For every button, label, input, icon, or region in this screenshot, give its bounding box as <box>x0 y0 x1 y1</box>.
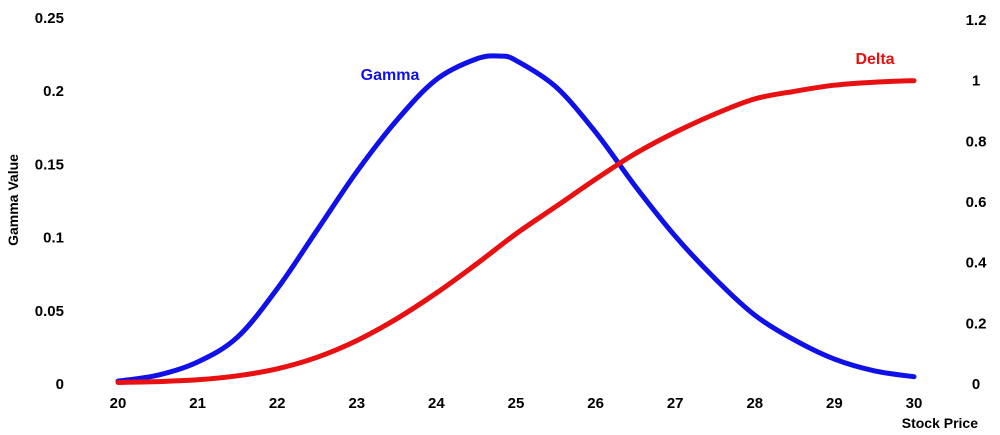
x-axis-title: Stock Price <box>902 415 978 431</box>
gamma-line <box>115 53 917 384</box>
left-y-axis-ticks: 0 0.05 0.1 0.15 0.2 0.25 <box>35 10 64 393</box>
left-y-tick-label: 0.05 <box>35 303 64 320</box>
right-y-tick-label: 0.6 <box>966 194 987 211</box>
series-labels: Gamma Delta <box>361 51 895 84</box>
right-y-tick-label: 1.2 <box>966 12 987 29</box>
x-tick-label: 27 <box>667 395 684 412</box>
delta-series-label: Delta <box>855 51 894 68</box>
x-tick-label: 28 <box>746 395 763 412</box>
left-y-tick-label: 0 <box>56 376 64 393</box>
left-y-tick-label: 0.2 <box>43 83 64 100</box>
x-tick-label: 29 <box>826 395 843 412</box>
x-axis-ticks: 20 21 22 23 24 25 26 27 28 29 30 <box>110 395 923 412</box>
right-y-tick-label: 1 <box>972 73 980 90</box>
x-tick-label: 22 <box>269 395 286 412</box>
y-axis-title: Gamma Value <box>5 154 21 246</box>
x-tick-label: 21 <box>189 395 206 412</box>
x-tick-label: 30 <box>906 395 923 412</box>
right-y-tick-label: 0 <box>972 376 980 393</box>
x-tick-label: 24 <box>428 395 445 412</box>
x-tick-label: 25 <box>508 395 525 412</box>
left-y-tick-label: 0.25 <box>35 10 64 27</box>
left-y-tick-label: 0.1 <box>43 230 64 247</box>
gamma-series-label: Gamma <box>361 67 420 84</box>
right-y-tick-label: 0.8 <box>966 133 987 150</box>
x-tick-label: 20 <box>110 395 127 412</box>
delta-line <box>115 78 917 385</box>
x-tick-label: 23 <box>348 395 365 412</box>
x-tick-label: 26 <box>587 395 604 412</box>
right-y-tick-label: 0.2 <box>966 315 987 332</box>
right-y-tick-label: 0.4 <box>966 255 988 272</box>
left-y-tick-label: 0.15 <box>35 156 64 173</box>
right-y-axis-ticks: 0 0.2 0.4 0.6 0.8 1 1.2 <box>966 12 988 393</box>
series-lines <box>115 53 917 385</box>
